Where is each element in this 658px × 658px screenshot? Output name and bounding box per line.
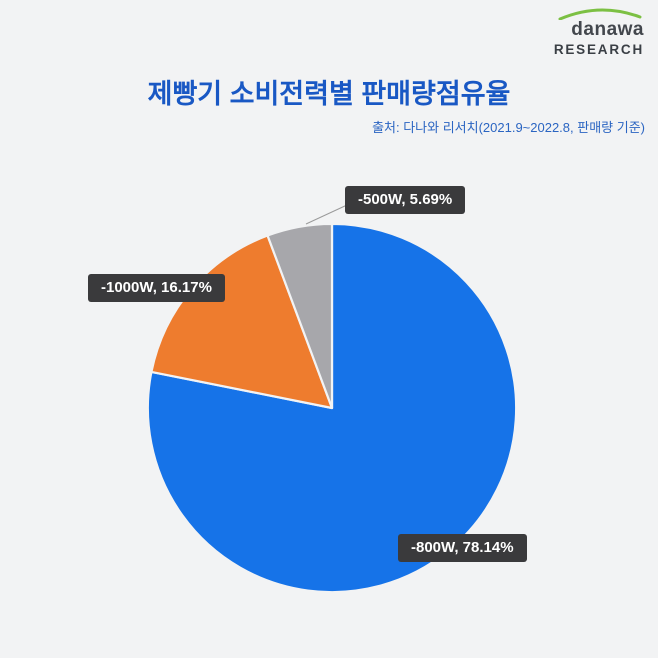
logo-research-text: RESEARCH bbox=[553, 41, 644, 57]
slice-label-1000w: -1000W, 16.17% bbox=[88, 274, 225, 302]
source-caption: 출처: 다나와 리서치(2021.9~2022.8, 판매량 기준) bbox=[372, 120, 645, 135]
danawa-research-logo: danawa RESEARCH bbox=[554, 8, 644, 57]
logo-swoosh-icon bbox=[558, 8, 642, 20]
slice-label-500w: -500W, 5.69% bbox=[345, 186, 466, 214]
page-title: 제빵기 소비전력별 판매량점유율 bbox=[147, 79, 511, 109]
pie-chart-area bbox=[146, 222, 518, 594]
pie-chart bbox=[146, 222, 518, 594]
logo-brand-text: danawa bbox=[571, 19, 644, 40]
slice-label-800w: -800W, 78.14% bbox=[398, 534, 527, 562]
